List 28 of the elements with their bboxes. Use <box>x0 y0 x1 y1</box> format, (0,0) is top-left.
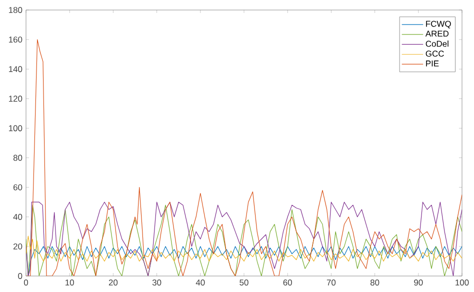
x-tick-label: 80 <box>370 280 380 286</box>
x-tick-label: 30 <box>152 280 162 286</box>
x-tick-label: 20 <box>108 280 118 286</box>
y-tick-label: 20 <box>13 243 22 250</box>
y-tick-label: 60 <box>14 184 22 190</box>
y-tick-label: 80 <box>13 154 22 161</box>
x-tick-label: 0 <box>24 280 28 286</box>
line-series <box>26 236 462 262</box>
y-tick-label: 140 <box>8 66 22 72</box>
legend-label: FCWQ <box>426 20 451 28</box>
y-tick-label: 160 <box>8 36 22 43</box>
x-tick-label: 100 <box>456 280 469 286</box>
y-tick-label: 100 <box>8 125 22 132</box>
y-tick-label: 40 <box>13 214 22 220</box>
y-tick-label: 0 <box>18 273 22 279</box>
x-tick-label: 70 <box>326 280 336 286</box>
line-series <box>26 39 462 276</box>
x-tick-label: 10 <box>66 280 74 286</box>
y-tick-label: 120 <box>8 96 22 102</box>
x-tick-label: 90 <box>414 280 423 286</box>
x-tick-label: 50 <box>240 280 248 286</box>
legend-label: CoDel <box>426 40 448 47</box>
legend-label: ARED <box>425 30 449 37</box>
x-tick-label: 60 <box>283 280 292 286</box>
x-tick-label: 40 <box>196 280 205 286</box>
y-tick-label: 180 <box>8 7 22 13</box>
legend-label: GCC <box>426 50 444 57</box>
legend-label: PIE <box>426 60 439 66</box>
